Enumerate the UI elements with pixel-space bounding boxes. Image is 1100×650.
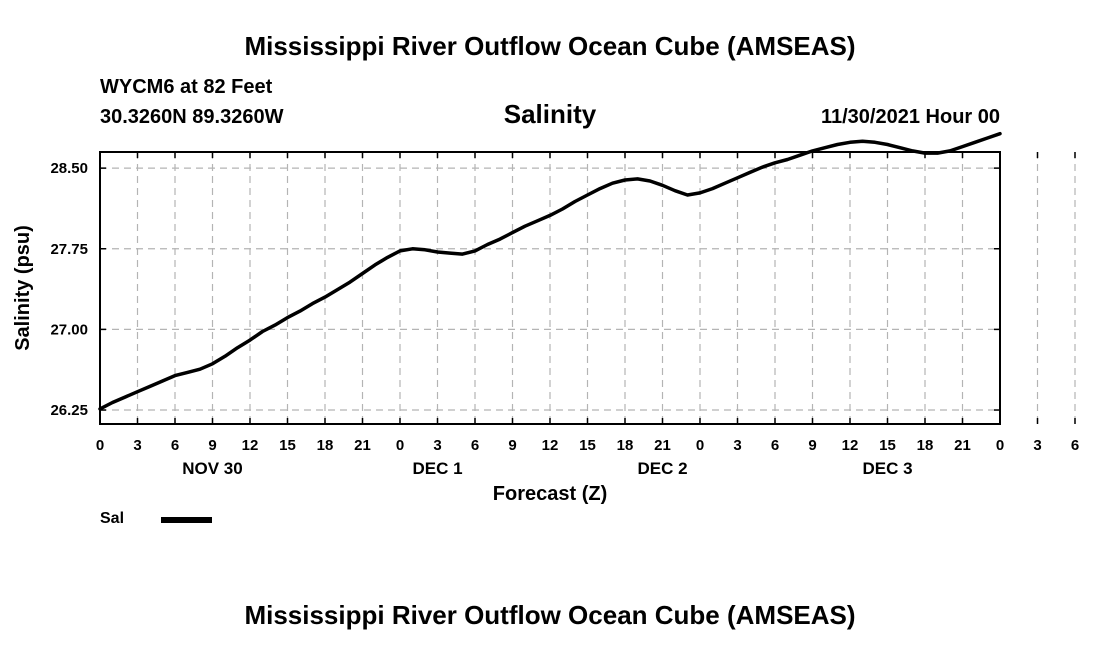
station-label: WYCM6 at 82 Feet	[100, 76, 273, 98]
salinity-chart: 26.25 27.00 27.75 28.50 0 3 6 9 12 15 18 21 0 3 6 9 12 1…	[12, 131, 1079, 505]
x-tick-label: 12	[542, 437, 559, 454]
x-tick-label: 3	[733, 437, 741, 454]
day-label: NOV 30	[182, 459, 242, 478]
day-label: DEC 2	[637, 459, 687, 478]
x-tick-label: 12	[842, 437, 859, 454]
x-tick-label: 0	[396, 437, 404, 454]
forecast-datetime: 11/30/2021 Hour 00	[820, 106, 1000, 128]
station-coordinates: 30.3260N 89.3260W	[100, 106, 284, 128]
x-tick-label: 6	[1071, 437, 1079, 454]
x-tick-label: 21	[954, 437, 971, 454]
x-tick-label: 21	[654, 437, 671, 454]
x-tick-label: 15	[279, 437, 296, 454]
plot-frame	[99, 151, 1001, 425]
x-tick-label: 21	[354, 437, 371, 454]
x-tick-label: 18	[317, 437, 334, 454]
x-tick-label: 0	[996, 437, 1004, 454]
x-tick-label: 9	[508, 437, 516, 454]
day-label: DEC 3	[862, 459, 912, 478]
chart-title: Mississippi River Outflow Ocean Cube (AM…	[244, 31, 856, 61]
y-axis-label: Salinity (psu)	[12, 225, 34, 351]
legend-label: Sal	[100, 510, 125, 527]
series-line-sal	[98, 131, 1002, 411]
x-tick-label: 0	[696, 437, 704, 454]
x-tick-label: 15	[579, 437, 596, 454]
y-tick-label: 27.75	[50, 241, 88, 258]
x-tick-label: 3	[1033, 437, 1041, 454]
chart-subtitle: Salinity	[503, 99, 597, 129]
y-tick-label: 28.50	[50, 160, 88, 177]
x-tick-label: 18	[617, 437, 634, 454]
x-tick-label: 6	[771, 437, 779, 454]
day-label: DEC 1	[412, 459, 462, 478]
x-tick-label: 9	[208, 437, 216, 454]
x-tick-label: 9	[808, 437, 816, 454]
footer-title: Mississippi River Outflow Ocean Cube (AM…	[244, 600, 856, 630]
x-tick-label: 3	[433, 437, 441, 454]
x-tick-label: 3	[133, 437, 141, 454]
x-tick-label: 0	[96, 437, 104, 454]
y-tick-label: 27.00	[50, 321, 88, 338]
y-tick-label: 26.25	[50, 402, 88, 419]
x-tick-label: 12	[242, 437, 259, 454]
x-tick-label: 15	[879, 437, 896, 454]
x-tick-label: 18	[917, 437, 934, 454]
legend-line-swatch	[161, 517, 212, 523]
x-tick-label: 6	[471, 437, 479, 454]
x-axis-label: Forecast (Z)	[493, 483, 607, 505]
x-tick-label: 6	[171, 437, 179, 454]
